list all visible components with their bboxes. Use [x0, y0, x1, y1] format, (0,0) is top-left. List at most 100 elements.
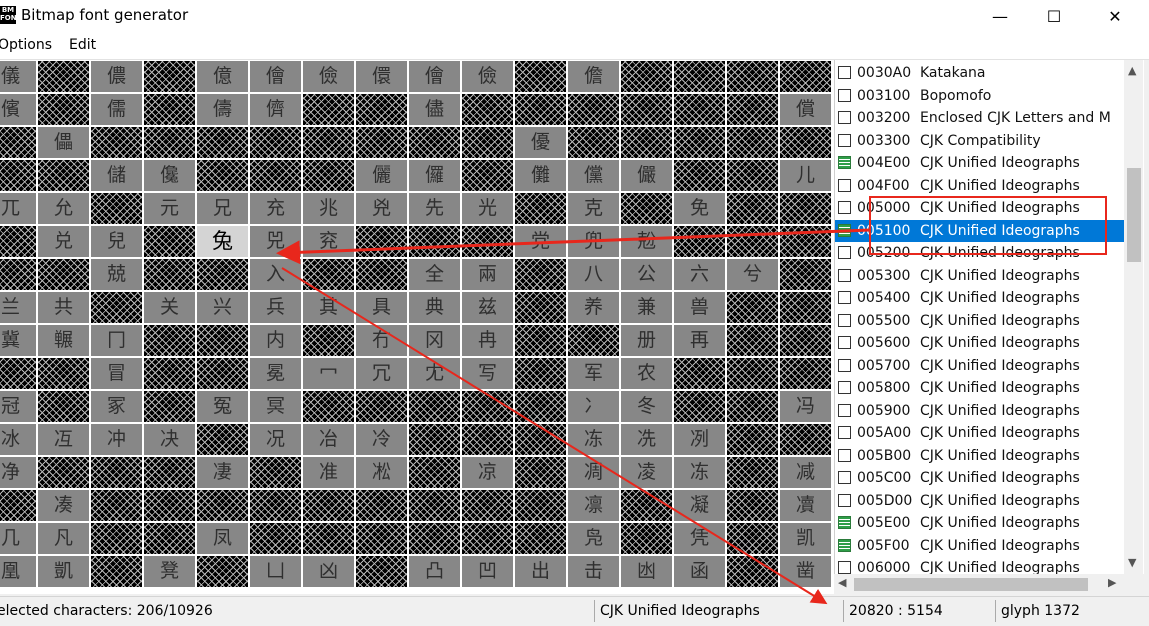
glyph-cell[interactable]: 兩	[462, 259, 513, 290]
excluded-glyph-cell[interactable]	[621, 490, 672, 521]
glyph-cell[interactable]: 八	[568, 259, 619, 290]
glyph-cell[interactable]: 兑	[38, 226, 89, 257]
excluded-glyph-cell[interactable]	[38, 391, 89, 422]
glyph-cell[interactable]: 冬	[621, 391, 672, 422]
excluded-glyph-cell[interactable]	[144, 457, 195, 488]
block-checkbox[interactable]	[838, 516, 851, 529]
glyph-cell[interactable]: 兆	[303, 193, 354, 224]
excluded-glyph-cell[interactable]	[409, 457, 460, 488]
vertical-scroll-thumb[interactable]	[1127, 168, 1141, 262]
excluded-glyph-cell[interactable]	[409, 127, 460, 158]
block-list-item[interactable]: 005300 CJK Unified Ideographs	[835, 265, 1125, 287]
glyph-cell[interactable]: 儲	[91, 160, 142, 191]
excluded-glyph-cell[interactable]	[621, 127, 672, 158]
block-list-item[interactable]: 005800 CJK Unified Ideographs	[835, 377, 1125, 399]
excluded-glyph-cell[interactable]	[91, 523, 142, 554]
glyph-cell[interactable]: 凫	[568, 523, 619, 554]
excluded-glyph-cell[interactable]	[409, 424, 460, 455]
glyph-cell[interactable]: 写	[462, 358, 513, 389]
glyph-cell[interactable]: 凰	[0, 556, 36, 587]
excluded-glyph-cell[interactable]	[303, 259, 354, 290]
block-list-item[interactable]: 006000 CJK Unified Ideographs	[835, 557, 1125, 574]
glyph-cell[interactable]: 先	[409, 193, 460, 224]
excluded-glyph-cell[interactable]	[197, 160, 248, 191]
glyph-cell[interactable]: 冲	[91, 424, 142, 455]
glyph-cell[interactable]: 冂	[91, 325, 142, 356]
scroll-up-icon[interactable]: ▲	[1128, 64, 1137, 77]
glyph-cell[interactable]: 具	[356, 292, 407, 323]
glyph-cell[interactable]: 儷	[356, 160, 407, 191]
excluded-glyph-cell[interactable]	[0, 358, 36, 389]
excluded-glyph-cell[interactable]	[38, 94, 89, 125]
glyph-cell[interactable]: 公	[621, 259, 672, 290]
excluded-glyph-cell[interactable]	[515, 523, 566, 554]
excluded-glyph-cell[interactable]	[197, 325, 248, 356]
glyph-cell[interactable]: 准	[303, 457, 354, 488]
excluded-glyph-cell[interactable]	[568, 94, 619, 125]
excluded-glyph-cell[interactable]	[38, 358, 89, 389]
glyph-cell[interactable]: 函	[674, 556, 725, 587]
glyph-cell[interactable]: 冫	[568, 391, 619, 422]
glyph-cell[interactable]: 兹	[462, 292, 513, 323]
excluded-glyph-cell[interactable]	[0, 160, 36, 191]
block-list-item[interactable]: 005400 CJK Unified Ideographs	[835, 287, 1125, 309]
glyph-cell[interactable]: 冥	[250, 391, 301, 422]
block-list-item[interactable]: 005500 CJK Unified Ideographs	[835, 310, 1125, 332]
excluded-glyph-cell[interactable]	[91, 193, 142, 224]
glyph-cell[interactable]: 冶	[303, 424, 354, 455]
horizontal-scroll-thumb[interactable]	[854, 578, 1088, 591]
glyph-cell[interactable]: 养	[568, 292, 619, 323]
glyph-cell[interactable]: 儻	[568, 160, 619, 191]
scroll-down-icon[interactable]: ▼	[1128, 556, 1137, 569]
block-checkbox[interactable]	[838, 403, 851, 417]
block-list-item[interactable]: 005A00 CJK Unified Ideographs	[835, 422, 1125, 444]
glyph-cell[interactable]: 儉	[462, 61, 513, 92]
glyph-cell[interactable]: 决	[144, 424, 195, 455]
excluded-glyph-cell[interactable]	[356, 226, 407, 257]
excluded-glyph-cell[interactable]	[780, 325, 831, 356]
excluded-glyph-cell[interactable]	[727, 226, 778, 257]
excluded-glyph-cell[interactable]	[727, 160, 778, 191]
excluded-glyph-cell[interactable]	[515, 94, 566, 125]
glyph-cell[interactable]: 凵	[250, 556, 301, 587]
excluded-glyph-cell[interactable]	[250, 490, 301, 521]
block-checkbox[interactable]	[838, 133, 851, 147]
excluded-glyph-cell[interactable]	[144, 94, 195, 125]
excluded-glyph-cell[interactable]	[727, 457, 778, 488]
block-checkbox[interactable]	[838, 223, 851, 237]
excluded-glyph-cell[interactable]	[144, 259, 195, 290]
glyph-cell[interactable]: 兽	[674, 292, 725, 323]
excluded-glyph-cell[interactable]	[38, 457, 89, 488]
glyph-cell[interactable]: 冱	[38, 424, 89, 455]
glyph-cell[interactable]: 几	[0, 523, 36, 554]
excluded-glyph-cell[interactable]	[674, 127, 725, 158]
glyph-cell[interactable]: 兴	[197, 292, 248, 323]
glyph-cell[interactable]: 典	[409, 292, 460, 323]
block-checkbox[interactable]	[838, 246, 851, 259]
excluded-glyph-cell[interactable]	[409, 226, 460, 257]
glyph-cell[interactable]: 再	[674, 325, 725, 356]
glyph-cell[interactable]: 儔	[197, 94, 248, 125]
excluded-glyph-cell[interactable]	[568, 127, 619, 158]
excluded-glyph-cell[interactable]	[303, 325, 354, 356]
glyph-cell[interactable]: 冢	[91, 391, 142, 422]
glyph-cell[interactable]: 出	[515, 556, 566, 587]
glyph-cell[interactable]: 减	[780, 457, 831, 488]
excluded-glyph-cell[interactable]	[727, 292, 778, 323]
excluded-glyph-cell[interactable]	[197, 259, 248, 290]
glyph-cell[interactable]: 凟	[780, 490, 831, 521]
glyph-cell[interactable]: 凋	[568, 457, 619, 488]
excluded-glyph-cell[interactable]	[515, 61, 566, 92]
menu-options[interactable]: Options	[0, 37, 53, 53]
block-list-item[interactable]: 005100 CJK Unified Ideographs	[835, 219, 1125, 242]
excluded-glyph-cell[interactable]	[144, 391, 195, 422]
glyph-cell[interactable]: 兄	[197, 193, 248, 224]
glyph-cell[interactable]: 儉	[303, 61, 354, 92]
block-list-item[interactable]: 0030A0 Katakana	[835, 62, 1125, 84]
block-list-item[interactable]: 005B00 CJK Unified Ideographs	[835, 445, 1125, 467]
excluded-glyph-cell[interactable]	[621, 193, 672, 224]
excluded-glyph-cell[interactable]	[515, 325, 566, 356]
glyph-cell[interactable]: 凄	[197, 457, 248, 488]
excluded-glyph-cell[interactable]	[197, 424, 248, 455]
excluded-glyph-cell[interactable]	[780, 127, 831, 158]
